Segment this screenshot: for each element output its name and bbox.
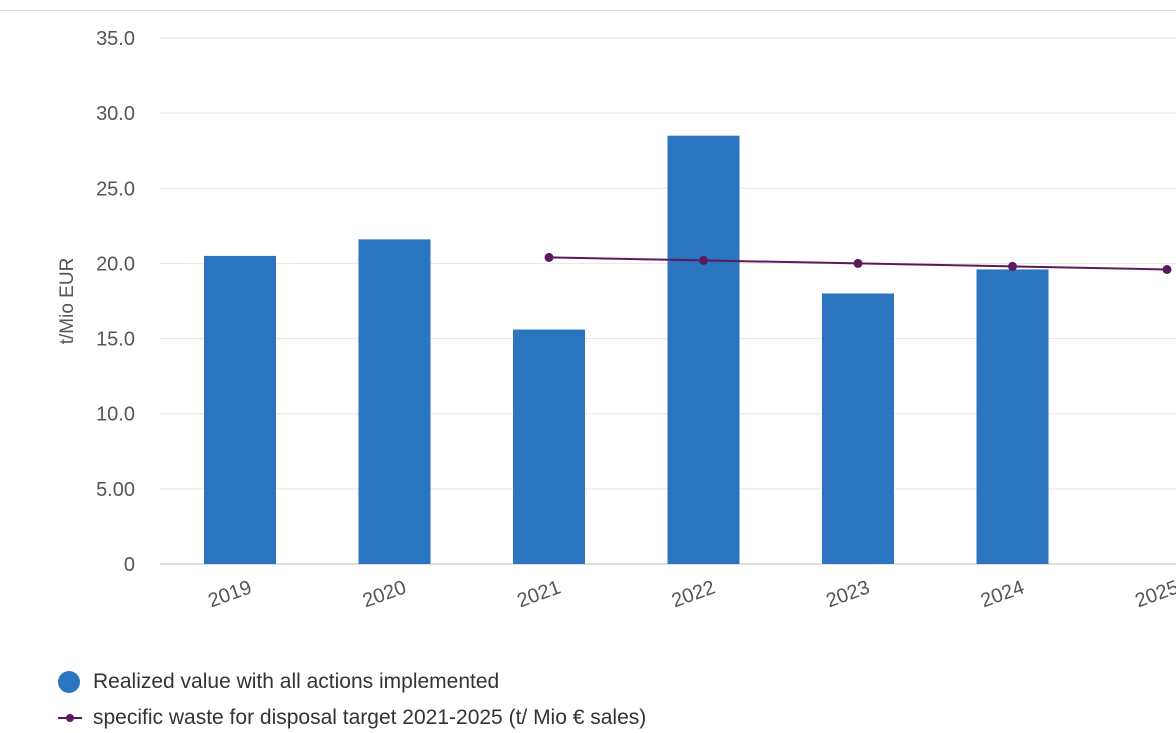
x-tick-label: 2025	[1132, 576, 1176, 612]
x-tick-label: 2021	[514, 576, 563, 612]
target-point-2025[interactable]	[1162, 264, 1172, 274]
y-axis-ticks: 0 5.00 10.0 15.0 20.0 25.0 30.0 35.0	[96, 28, 135, 576]
y-axis-title: t/Mio EUR	[57, 258, 78, 345]
x-tick-label: 2020	[360, 576, 409, 612]
bar-2023[interactable]	[822, 293, 894, 564]
legend: Realized value with all actions implemen…	[58, 664, 646, 733]
bar-series	[204, 135, 1049, 564]
y-tick-label: 35.0	[96, 28, 135, 50]
target-point-2024[interactable]	[1008, 261, 1017, 271]
legend-item-bars[interactable]: Realized value with all actions implemen…	[58, 664, 646, 700]
y-tick-label: 30.0	[96, 103, 135, 125]
legend-circle-icon	[58, 671, 80, 693]
y-tick-label: 0	[124, 554, 135, 576]
bar-2020[interactable]	[358, 239, 431, 564]
y-tick-label: 10.0	[96, 404, 135, 426]
target-point-2023[interactable]	[853, 258, 863, 268]
legend-label-line: specific waste for disposal target 2021-…	[93, 706, 647, 729]
bar-2019[interactable]	[204, 255, 276, 564]
bar-2022[interactable]	[667, 135, 740, 564]
legend-label-bars: Realized value with all actions implemen…	[93, 670, 500, 693]
legend-item-line[interactable]: specific waste for disposal target 2021-…	[58, 700, 646, 733]
y-tick-label: 5.00	[96, 479, 135, 501]
line-series	[544, 252, 1172, 274]
bar-2021[interactable]	[513, 329, 585, 564]
x-axis-ticks: 2019 2020 2021 2022 2023 2024 2025	[205, 576, 1176, 612]
target-point-2022[interactable]	[699, 255, 708, 265]
x-tick-label: 2023	[823, 576, 872, 612]
target-point-2021[interactable]	[544, 252, 554, 262]
legend-line-marker-icon	[58, 707, 82, 729]
y-tick-label: 25.0	[96, 178, 135, 200]
y-tick-label: 15.0	[96, 329, 135, 351]
y-tick-label: 20.0	[96, 253, 135, 275]
x-tick-label: 2024	[978, 576, 1027, 612]
bar-2024[interactable]	[976, 269, 1049, 564]
top-divider	[0, 10, 1176, 11]
x-tick-label: 2019	[205, 576, 254, 612]
x-tick-label: 2022	[669, 576, 718, 612]
